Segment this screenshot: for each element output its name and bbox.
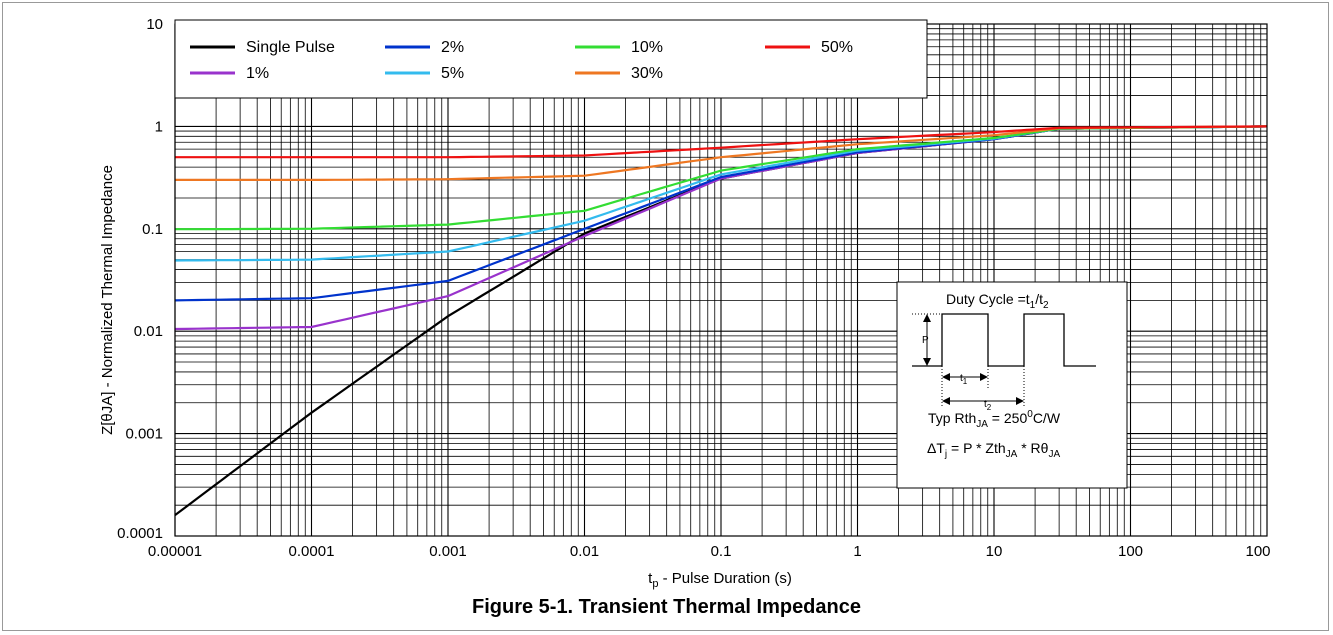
x-tick-label: 100 <box>1245 543 1270 560</box>
p-label: P <box>922 335 929 346</box>
x-tick-labels: 0.00001 0.0001 0.001 0.01 0.1 1 10 100 100 <box>148 543 1271 560</box>
series-layer <box>174 125 1268 516</box>
legend-entry: 1% <box>246 65 269 82</box>
y-tick-label: 0.0001 <box>117 525 163 542</box>
y-tick-labels: 0.0001 0.001 0.01 0.1 1 10 <box>117 16 163 542</box>
y-tick-label: 0.01 <box>134 323 163 340</box>
series-line-10- <box>175 125 1268 231</box>
t2-arrow-left <box>942 397 950 405</box>
x-tick-label: 10 <box>986 543 1003 560</box>
delta-tj-text: ΔTj = P * ZthJA * RθJA <box>927 440 1060 460</box>
duty-cycle-text: Duty Cycle =t1/t2 <box>946 291 1049 311</box>
t1-label: t1 <box>960 373 968 386</box>
p-arrow-head-down <box>923 358 931 366</box>
y-axis-label: Z[θJA] - Normalized Thermal Impedance <box>99 165 116 435</box>
legend-box <box>174 19 928 99</box>
thermal-impedance-chart: 0.00001 0.0001 0.001 0.01 0.1 1 10 100 100 0.000… <box>99 16 1271 590</box>
x-tick-label: 0.0001 <box>289 543 335 560</box>
series-line-50- <box>175 125 1268 159</box>
figure-caption: Figure 5-1. Transient Thermal Impedance <box>471 596 861 618</box>
legend-entry: 30% <box>631 65 663 82</box>
x-axis-label: tp - Pulse Duration (s) <box>648 570 792 590</box>
x-tick-label: 0.001 <box>429 543 467 560</box>
t1-arrow-right <box>980 373 988 381</box>
typ-rth-text: Typ RthJA = 2500C/W <box>928 409 1061 430</box>
y-tick-label: 10 <box>146 16 163 33</box>
t2-label: t2 <box>984 399 992 412</box>
legend-entry: 10% <box>631 39 663 56</box>
y-tick-label: 1 <box>155 118 163 135</box>
x-tick-label: 100 <box>1118 543 1143 560</box>
series-line-30- <box>175 125 1268 181</box>
legend-entry: 5% <box>441 65 464 82</box>
legend: Single Pulse 2% 10% 50% 1% 5% 30% <box>174 19 928 99</box>
y-tick-label: 0.1 <box>142 221 163 238</box>
legend-entry: 2% <box>441 39 464 56</box>
x-tick-label: 0.00001 <box>148 543 202 560</box>
t1-arrow-left <box>942 373 950 381</box>
y-tick-label: 0.001 <box>125 426 163 443</box>
p-arrow-head-up <box>923 314 931 322</box>
t2-arrow-right <box>1016 397 1024 405</box>
inset-box <box>896 281 1128 489</box>
x-tick-label: 1 <box>853 543 861 560</box>
legend-entry: Single Pulse <box>246 39 335 56</box>
x-tick-label: 0.01 <box>570 543 599 560</box>
legend-entry: 50% <box>821 39 853 56</box>
x-tick-label: 0.1 <box>711 543 732 560</box>
duty-cycle-inset: Duty Cycle =t1/t2 P t1 t2 Typ RthJA = 25… <box>896 281 1128 489</box>
pulse-waveform <box>912 313 1096 367</box>
